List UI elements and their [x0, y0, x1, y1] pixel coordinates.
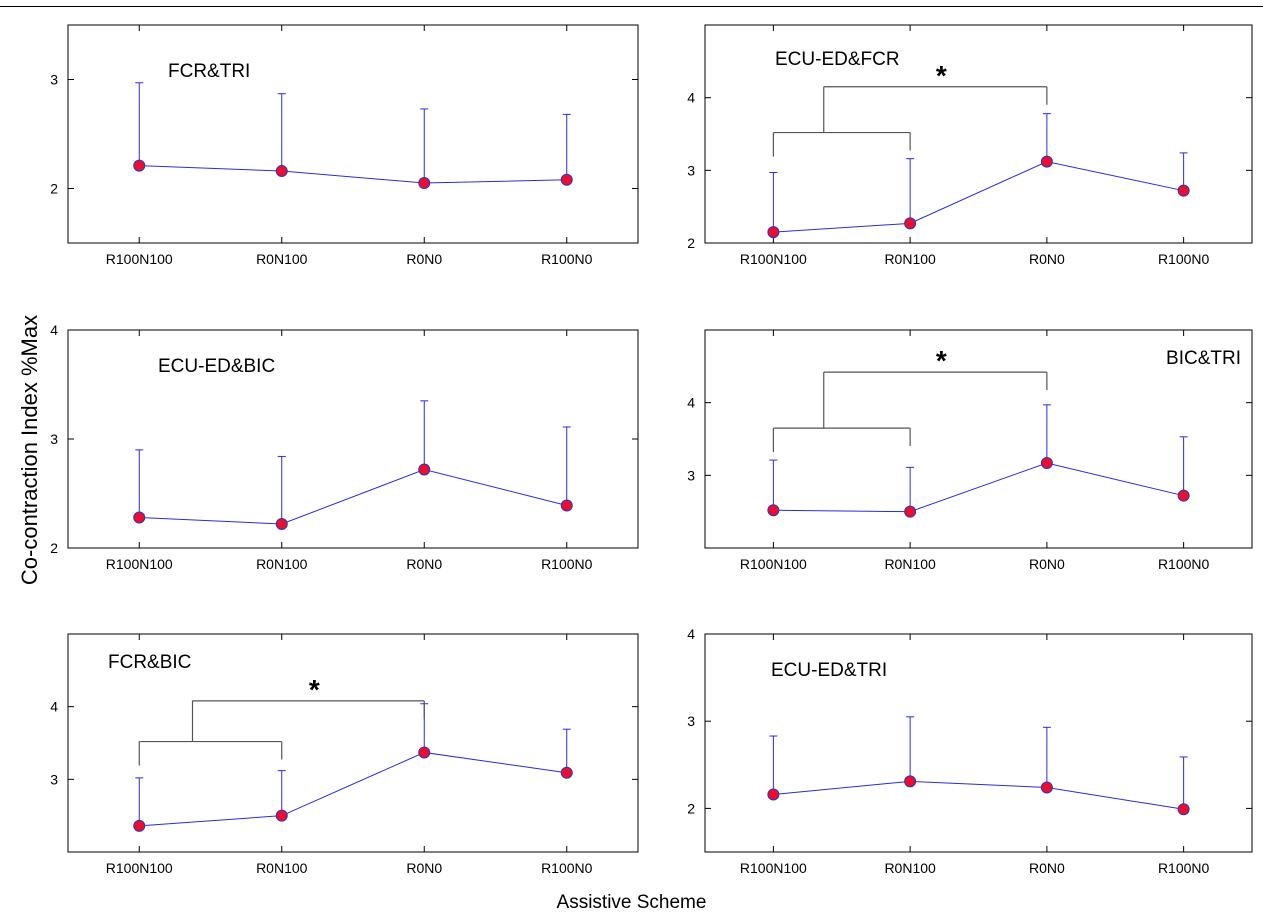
plot-frame [67, 329, 639, 549]
y-tick-label: 2 [50, 540, 58, 556]
plot-frame [704, 633, 1253, 853]
panel-title: ECU-ED&TRI [771, 660, 887, 681]
x-tick-label: R0N100 [884, 556, 936, 572]
x-tick-label: R100N0 [1158, 251, 1210, 267]
data-point [418, 463, 431, 476]
chart-panel-4: 3 4 R100N100 R0N100 R0N0 R100N0 BIC&TRI * [687, 329, 1253, 572]
significance-star: * [936, 345, 947, 376]
data-point [904, 775, 917, 788]
data-point [418, 177, 431, 190]
data-point [767, 504, 780, 517]
significance-star: * [936, 60, 947, 91]
data-point [275, 809, 288, 822]
data-point [133, 819, 146, 832]
data-point [275, 518, 288, 531]
data-point [1040, 456, 1053, 469]
data-point [275, 165, 288, 178]
x-tick-label: R0N100 [256, 860, 308, 876]
series-line [139, 165, 567, 184]
x-tick-label: R0N100 [256, 556, 308, 572]
y-tick-label: 4 [687, 395, 695, 411]
plot-frame [67, 633, 639, 853]
plot-frame [704, 329, 1253, 549]
x-tick-label: R0N0 [406, 860, 442, 876]
panel-title: BIC&TRI [1166, 348, 1241, 369]
data-point [418, 746, 431, 759]
y-tick-label: 3 [687, 713, 695, 729]
x-tick-label: R100N100 [740, 556, 807, 572]
series-line [139, 751, 567, 827]
chart-panel-5: 3 4 R100N100 R0N100 R0N0 R100N0 FCR&BIC * [50, 633, 639, 876]
data-point [767, 788, 780, 801]
data-point [904, 217, 917, 230]
data-point [1040, 155, 1053, 168]
x-tick-label: R100N0 [1158, 556, 1210, 572]
data-point [560, 173, 573, 186]
series-line [773, 780, 1184, 810]
y-tick-label: 3 [687, 162, 695, 178]
x-tick-label: R100N0 [541, 556, 593, 572]
y-axis-label: Co-contraction Index %Max [17, 314, 42, 586]
x-tick-label: R100N100 [740, 251, 807, 267]
data-point [560, 499, 573, 512]
panel-title: FCR&BIC [108, 652, 191, 673]
chart-panel-3: 2 3 4 R100N100 R0N100 R0N0 R100N0 ECU-ED&BIC [50, 322, 639, 572]
data-point [133, 159, 146, 172]
y-tick-label: 3 [50, 72, 58, 88]
y-tick-label: 3 [50, 771, 58, 787]
plot-frame [704, 24, 1253, 244]
x-tick-label: R100N100 [106, 556, 173, 572]
data-point [1040, 781, 1053, 794]
data-point [1177, 184, 1190, 197]
x-tick-label: R100N0 [541, 860, 593, 876]
chart-panel-2: 2 3 4 R100N100 R0N100 R0N0 R100N0 ECU-ED&FCR * [687, 24, 1253, 267]
y-tick-label: 2 [687, 235, 695, 251]
y-tick-label: 3 [687, 467, 695, 483]
top-rule [0, 6, 1263, 7]
data-point [1177, 803, 1190, 816]
y-tick-label: 2 [687, 800, 695, 816]
y-tick-label: 3 [50, 431, 58, 447]
x-tick-label: R100N0 [541, 251, 593, 267]
data-point [1177, 489, 1190, 502]
series-line [773, 161, 1184, 233]
plot-frame [67, 24, 639, 244]
y-tick-label: 2 [50, 181, 58, 197]
x-tick-label: R0N100 [884, 251, 936, 267]
panel-title: ECU-ED&FCR [775, 49, 900, 70]
significance-star: * [309, 674, 320, 705]
data-point [560, 766, 573, 779]
panel-title: ECU-ED&BIC [158, 356, 275, 377]
x-tick-label: R100N100 [740, 860, 807, 876]
data-point [133, 511, 146, 524]
x-tick-label: R100N0 [1158, 860, 1210, 876]
x-axis-label: Assistive Scheme [556, 892, 707, 913]
y-tick-label: 4 [687, 626, 695, 642]
y-tick-label: 4 [50, 699, 58, 715]
series-line [139, 468, 567, 525]
x-tick-label: R0N100 [256, 251, 308, 267]
chart-panel-6: 2 3 4 R100N100 R0N100 R0N0 R100N0 ECU-ED&TRI [687, 626, 1253, 876]
chart-panel-1: 2 3 R100N100 R0N100 R0N0 R100N0 FCR&TRI [50, 24, 639, 267]
x-tick-label: R0N0 [1029, 556, 1065, 572]
series-line [773, 462, 1184, 513]
data-point [767, 226, 780, 239]
x-tick-label: R0N0 [1029, 860, 1065, 876]
panel-title: FCR&TRI [168, 61, 250, 82]
x-tick-label: R100N100 [106, 251, 173, 267]
data-point [904, 505, 917, 518]
x-tick-label: R0N0 [1029, 251, 1065, 267]
x-tick-label: R0N0 [406, 251, 442, 267]
x-tick-label: R0N100 [884, 860, 936, 876]
x-tick-label: R0N0 [406, 556, 442, 572]
x-tick-label: R100N100 [106, 860, 173, 876]
y-tick-label: 4 [50, 322, 58, 338]
y-tick-label: 4 [687, 90, 695, 106]
